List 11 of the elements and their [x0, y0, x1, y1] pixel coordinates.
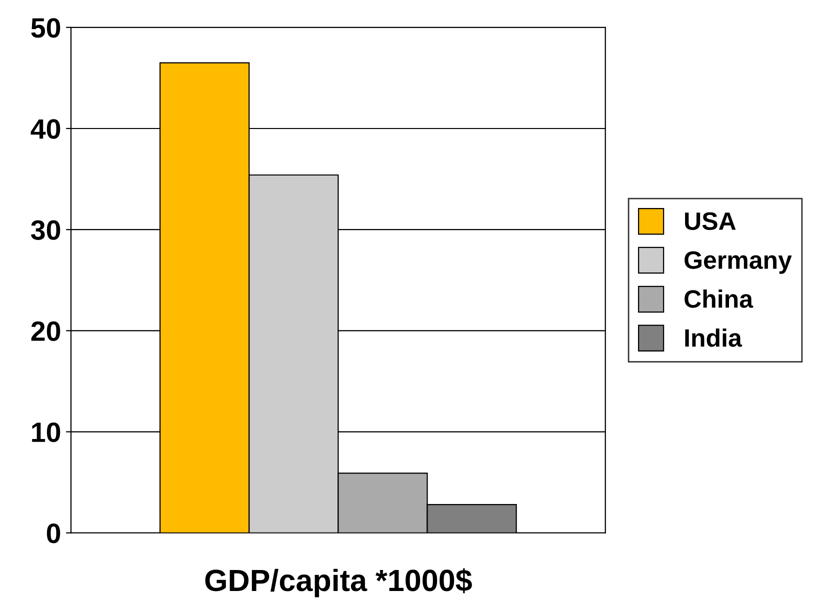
y-tick-label: 20	[31, 321, 60, 342]
y-tick-label: 0	[46, 524, 60, 544]
y-tick-label: 40	[30, 119, 60, 139]
y-tick-label: 30	[30, 220, 60, 240]
legend-label: India	[685, 328, 742, 347]
x-axis-title: GDP/capita *1000$	[205, 568, 472, 598]
y-tick-label: 50	[31, 18, 60, 38]
y-tick-label: 10	[32, 422, 60, 442]
legend-label: China	[684, 290, 754, 308]
legend-label: Germany	[684, 251, 792, 274]
legend-label: USA	[685, 212, 736, 230]
